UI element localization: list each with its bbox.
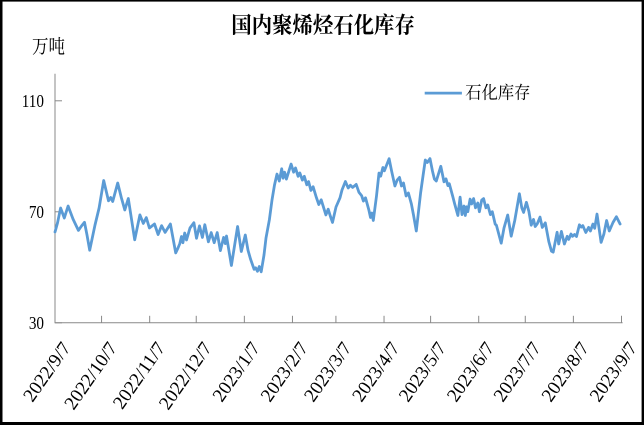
svg-text:70: 70: [29, 202, 44, 223]
svg-text:110: 110: [22, 91, 44, 112]
svg-text:30: 30: [29, 313, 44, 334]
